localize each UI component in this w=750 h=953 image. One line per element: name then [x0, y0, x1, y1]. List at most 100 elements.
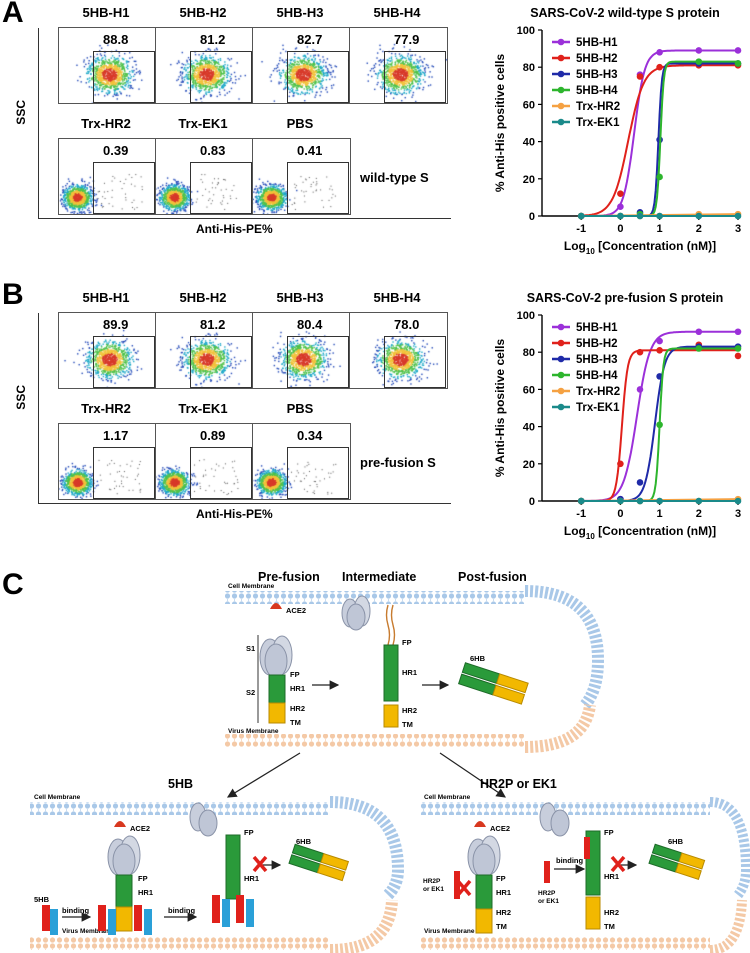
data-point [656, 497, 663, 505]
flow-x-label: Anti-His-PE% [196, 222, 273, 236]
y-tick-label: 80 [523, 347, 535, 359]
stage-intermediate: Intermediate [342, 570, 416, 584]
flow-gate [190, 447, 252, 499]
flow-plot: 82.7 [252, 27, 351, 104]
flow-gate [93, 162, 155, 214]
flow-gate-percent: 0.34 [297, 428, 323, 443]
x-label-log: Log [564, 239, 586, 253]
data-point [695, 497, 703, 505]
y-tick-label: 0 [529, 496, 535, 508]
legend-label: Trx-HR2 [576, 101, 620, 113]
chart-a: SARS-CoV-2 wild-type S protein 0 20 40 60 80… [470, 0, 750, 272]
flow-density-plot [156, 139, 253, 214]
legend-marker [557, 70, 565, 78]
legend-marker [557, 387, 565, 395]
ace2-icon [270, 603, 282, 609]
x-label-sub: 10 [586, 532, 595, 541]
data-point [656, 337, 663, 345]
legend-marker [557, 38, 565, 46]
label-5hb: 5HB [34, 895, 50, 904]
spike-hr2-icon [268, 702, 286, 724]
label-hr2-2: HR2 [402, 706, 417, 715]
flow-density-plot [59, 28, 156, 103]
flow-plot: 0.34 [252, 423, 351, 500]
flow-gate-percent: 81.2 [200, 32, 226, 47]
label-tm-2: TM [402, 720, 413, 729]
data-point [636, 212, 644, 220]
ace2-label: ACE2 [286, 606, 306, 615]
flow-gate-percent: 81.2 [200, 317, 226, 332]
flow-density-plot [59, 424, 156, 499]
spike-s1-icon [264, 643, 288, 679]
chart-a-plot: 0 20 40 60 80 100 -1 0 1 2 3 % Anti-His positive ce… [493, 25, 742, 256]
flow-gate [93, 447, 155, 499]
legend-label: 5HB-H4 [576, 85, 618, 97]
flow-plot: 77.9 [349, 27, 448, 104]
panel-letter-a: A [2, 0, 24, 29]
flow-y-label: SSC [14, 385, 28, 410]
legend-label: 5HB-H2 [576, 53, 618, 65]
cell-membrane-label-2: Cell Membrane [34, 794, 81, 801]
data-point [636, 479, 644, 486]
label-binding-1: binding [62, 906, 89, 915]
flow-gate-percent: 78.0 [394, 317, 420, 332]
chart-y-label: % Anti-His positive cells [493, 54, 507, 193]
data-point [734, 47, 742, 54]
flow-density-plot [156, 424, 253, 499]
label-binding-3: binding [556, 856, 583, 865]
flow-gate-percent: 0.83 [200, 143, 226, 158]
chart-x-label: Log10 [Concentration (nM)] [564, 239, 716, 256]
label-hr2-6: HR2 [604, 908, 619, 917]
flow-density-plot [59, 313, 156, 388]
data-point [617, 460, 624, 468]
flow-gate [93, 51, 155, 103]
flow-gate-percent: 0.41 [297, 143, 323, 158]
label-tm-1: TM [290, 718, 301, 727]
flow-gate-percent: 0.39 [103, 143, 129, 158]
legend-label: 5HB-H3 [576, 354, 618, 366]
flow-plot: 89.9 [58, 312, 157, 389]
cell-membrane-top [225, 591, 525, 604]
data-point [656, 373, 663, 380]
legend-marker [557, 102, 565, 110]
label-fp-4: FP [244, 828, 254, 837]
flow-axes [38, 313, 451, 504]
label-tm-5: TM [496, 922, 507, 931]
legend-marker [557, 355, 565, 363]
legend-marker [557, 54, 565, 62]
y-tick-label: 80 [523, 62, 535, 74]
ace2-label-3: ACE2 [490, 824, 510, 833]
cell-membrane-label-3: Cell Membrane [424, 794, 471, 801]
label-hr1-4: HR1 [244, 874, 259, 883]
label-or-ek1-2: or EK1 [538, 898, 559, 905]
data-point [636, 348, 644, 356]
chart-b-title: SARS-CoV-2 pre-fusion S protein [526, 291, 724, 305]
label-binding-2: binding [168, 906, 195, 915]
flow-gate-percent: 89.9 [103, 317, 129, 332]
data-point [695, 47, 703, 54]
title-hr2p-ek1: HR2P or EK1 [480, 777, 557, 791]
flow-gate [287, 51, 349, 103]
label-hr1-2: HR1 [402, 668, 417, 677]
legend-label: 5HB-H1 [576, 37, 618, 49]
flow-gate [287, 162, 349, 214]
y-tick-label: 100 [517, 310, 535, 322]
data-point [617, 212, 624, 220]
data-point [734, 345, 742, 352]
flow-gate-percent: 82.7 [297, 32, 323, 47]
flow-sample-label: 5HB-H2 [179, 290, 227, 305]
label-hr1-1: HR1 [290, 684, 305, 693]
legend-label: 5HB-H1 [576, 322, 618, 334]
legend-label: 5HB-H2 [576, 338, 618, 350]
flow-condition: pre-fusion S [360, 455, 436, 470]
data-point [695, 212, 703, 220]
flow-density-plot [350, 28, 447, 103]
flow-density-plot [156, 313, 253, 388]
x-tick-label: 1 [657, 223, 663, 235]
flow-density-plot [350, 313, 447, 388]
flow-sample-label: 5HB-H4 [373, 290, 421, 305]
data-point [734, 328, 742, 336]
virus-membrane-label: Virus Membrane [228, 728, 279, 735]
y-tick-label: 40 [523, 137, 535, 149]
flow-axes [38, 28, 451, 219]
